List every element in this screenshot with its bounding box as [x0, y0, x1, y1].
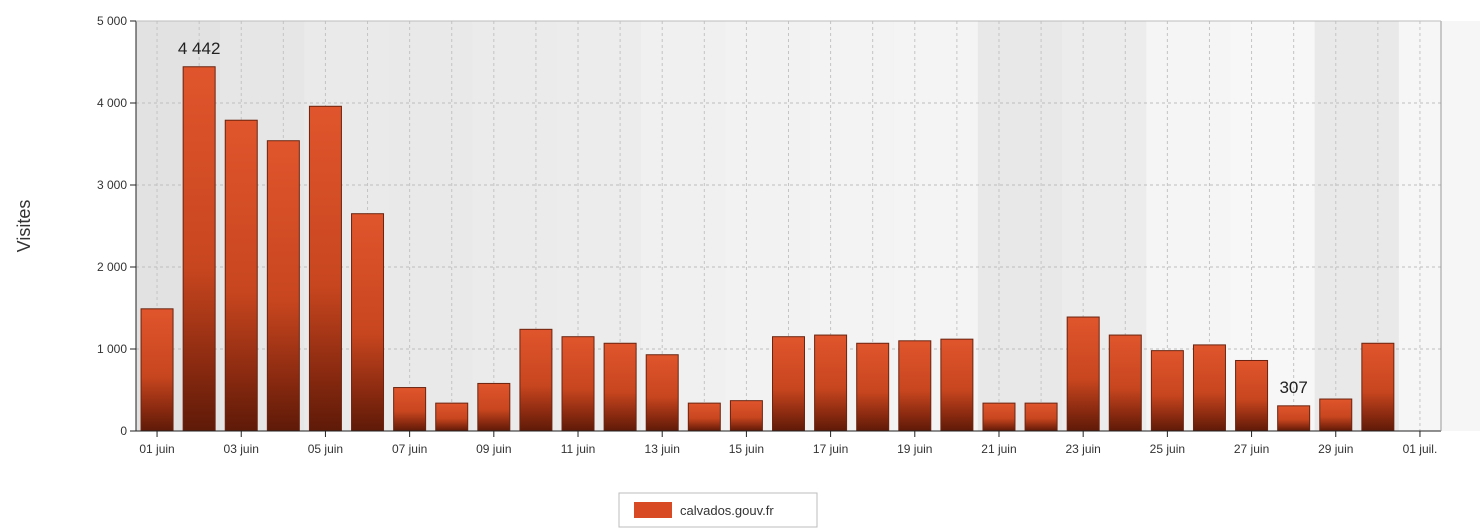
x-tick-label: 01 juil. — [1403, 442, 1438, 456]
bar — [1361, 342, 1395, 432]
x-tick-label: 11 juin — [561, 442, 595, 456]
y-tick-label: 0 — [120, 424, 127, 438]
x-tick-label: 01 juin — [139, 442, 174, 456]
bar — [772, 336, 805, 432]
x-tick-label: 03 juin — [224, 442, 259, 456]
y-tick-label: 1 000 — [97, 342, 127, 356]
bar — [435, 402, 469, 432]
bar — [1108, 334, 1142, 432]
bar — [1066, 316, 1100, 432]
bar — [603, 342, 637, 432]
bar — [1235, 359, 1269, 432]
x-tick-label: 19 juin — [897, 442, 932, 456]
x-tick-label: 17 juin — [813, 442, 848, 456]
bar — [1150, 350, 1184, 432]
bar — [393, 387, 427, 432]
y-axis-title: Visites — [14, 200, 34, 253]
bars — [140, 66, 1395, 432]
background-band — [1398, 21, 1480, 431]
bar — [561, 336, 595, 432]
legend: calvados.gouv.fr — [618, 492, 818, 528]
bar — [1277, 405, 1311, 432]
x-tick-label: 09 juin — [476, 442, 511, 456]
bar — [1319, 398, 1353, 432]
bar — [898, 340, 932, 432]
background-band — [388, 21, 473, 431]
y-tick-label: 4 000 — [97, 96, 127, 110]
bar — [182, 66, 216, 432]
x-tick-label: 29 juin — [1318, 442, 1353, 456]
x-tick-label: 05 juin — [308, 442, 343, 456]
x-tick-label: 27 juin — [1234, 442, 1269, 456]
tick-labels: 0 1 000 2 000 3 000 4 000 5 000 01 juin 03 juin… — [97, 14, 1437, 456]
x-tick-label: 13 juin — [645, 442, 680, 456]
data-label: 4 442 — [178, 39, 221, 58]
bar — [814, 334, 848, 432]
bar — [477, 382, 511, 432]
data-label: 307 — [1279, 378, 1307, 397]
background-band — [977, 21, 1063, 431]
legend-swatch — [634, 502, 672, 518]
x-tick-label: 07 juin — [392, 442, 427, 456]
x-tick-label: 23 juin — [1065, 442, 1100, 456]
bar — [140, 308, 174, 432]
legend-label: calvados.gouv.fr — [680, 503, 774, 518]
bar — [856, 342, 890, 432]
bar — [224, 119, 258, 432]
bar — [351, 213, 385, 432]
bar — [729, 400, 763, 432]
bar — [687, 402, 721, 432]
bar — [982, 402, 1016, 432]
y-tick-label: 3 000 — [97, 178, 127, 192]
bar — [308, 105, 342, 432]
bar — [519, 328, 553, 432]
x-tick-label: 25 juin — [1150, 442, 1185, 456]
bar — [940, 338, 974, 432]
bar — [266, 140, 300, 432]
y-tick-label: 2 000 — [97, 260, 127, 274]
bar — [645, 354, 679, 432]
x-tick-label: 15 juin — [729, 442, 764, 456]
y-tick-label: 5 000 — [97, 14, 127, 28]
axes — [130, 20, 1442, 437]
bar — [1192, 344, 1226, 432]
bar — [1024, 402, 1058, 432]
x-tick-label: 21 juin — [981, 442, 1016, 456]
